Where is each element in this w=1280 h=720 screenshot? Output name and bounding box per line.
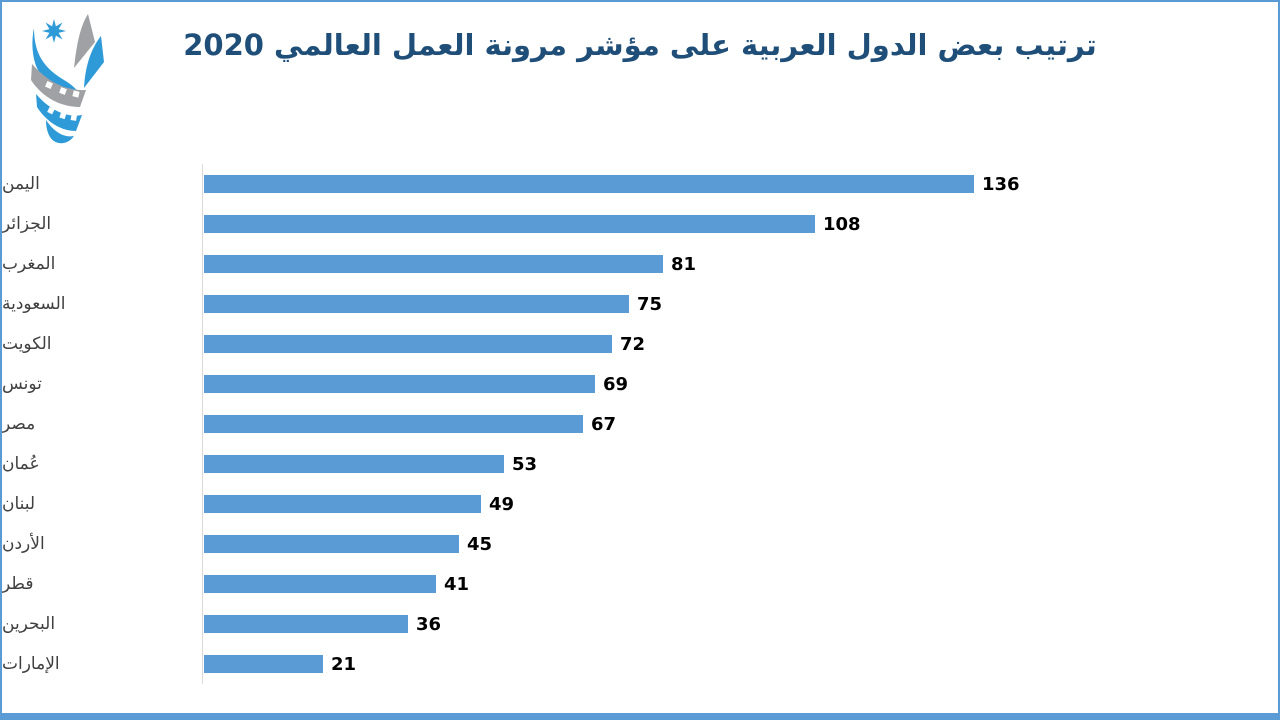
value-label: 53: [512, 453, 538, 475]
ribbon-star-logo-graphic: [31, 14, 104, 144]
value-label: 72: [620, 333, 646, 355]
value-label: 36: [416, 613, 442, 635]
value-label: 108: [823, 213, 861, 235]
plot-area-row: 75: [202, 284, 1062, 324]
category-label: الأردن: [2, 534, 45, 554]
value-label: 41: [444, 573, 470, 595]
value-label: 75: [637, 293, 663, 315]
plot-area-row: 67: [202, 404, 1062, 444]
category-label: مصر: [2, 414, 36, 434]
star-icon: [42, 19, 66, 43]
plot-area-row: 108: [202, 204, 1062, 244]
chart-rows: اليمن 136 الجزائر 108 المغرب 81 السعودية 75 الكو…: [2, 164, 1062, 684]
chart-row: عُمان 53: [2, 444, 1062, 484]
category-label: الإمارات: [2, 654, 60, 674]
value-label: 21: [331, 653, 357, 675]
category-label: المغرب: [2, 254, 56, 274]
bar: [204, 575, 436, 593]
bar: [204, 615, 408, 633]
value-label: 49: [489, 493, 515, 515]
category-label: الكويت: [2, 334, 52, 354]
chart-row: مصر 67: [2, 404, 1062, 444]
chart-row: قطر 41: [2, 564, 1062, 604]
plot-area-row: 45: [202, 524, 1062, 564]
chart-row: الجزائر 108: [2, 204, 1062, 244]
category-label: البحرين: [2, 614, 56, 634]
bar: [204, 375, 595, 393]
bar: [204, 335, 612, 353]
value-label: 67: [591, 413, 617, 435]
plot-area-row: 41: [202, 564, 1062, 604]
value-label: 81: [671, 253, 697, 275]
chart-row: لبنان 49: [2, 484, 1062, 524]
plot-area-row: 81: [202, 244, 1062, 284]
category-label: تونس: [2, 374, 42, 394]
chart-row: المغرب 81: [2, 244, 1062, 284]
bar: [204, 455, 504, 473]
bar: [204, 655, 323, 673]
category-label: قطر: [2, 574, 34, 594]
category-label: السعودية: [2, 294, 66, 314]
plot-area-row: 69: [202, 364, 1062, 404]
value-label: 69: [603, 373, 629, 395]
chart-row: الكويت 72: [2, 324, 1062, 364]
bar: [204, 415, 583, 433]
chart-row: تونس 69: [2, 364, 1062, 404]
bar: [204, 175, 974, 193]
category-label: عُمان: [2, 454, 40, 474]
plot-area-row: 136: [202, 164, 1062, 204]
category-label: اليمن: [2, 174, 40, 194]
company-logo: [16, 6, 116, 148]
chart-row: الإمارات 21: [2, 644, 1062, 684]
chart-row: اليمن 136: [2, 164, 1062, 204]
chart-row: البحرين 36: [2, 604, 1062, 644]
logo-tail: [46, 120, 74, 144]
bar: [204, 495, 481, 513]
category-label: لبنان: [2, 494, 36, 514]
value-label: 45: [467, 533, 493, 555]
plot-area-row: 21: [202, 644, 1062, 684]
logo-blue-ribbon: [36, 94, 82, 131]
plot-area-row: 49: [202, 484, 1062, 524]
plot-area-row: 53: [202, 444, 1062, 484]
category-label: الجزائر: [2, 214, 52, 234]
logo-gray-blade: [74, 14, 95, 68]
logo-blue-blade: [84, 36, 104, 88]
bar-chart: اليمن 136 الجزائر 108 المغرب 81 السعودية 75 الكو…: [2, 164, 1062, 684]
bottom-accent-bar: [2, 713, 1278, 718]
bar: [204, 535, 459, 553]
chart-title: ترتيب بعض الدول العربية على مؤشر مرونة ا…: [183, 28, 1097, 62]
plot-area-row: 36: [202, 604, 1062, 644]
bar: [204, 215, 815, 233]
value-label: 136: [982, 173, 1020, 195]
bar: [204, 255, 663, 273]
chart-row: السعودية 75: [2, 284, 1062, 324]
logo-gray-ribbon: [31, 64, 86, 107]
chart-row: الأردن 45: [2, 524, 1062, 564]
plot-area-row: 72: [202, 324, 1062, 364]
bar: [204, 295, 629, 313]
